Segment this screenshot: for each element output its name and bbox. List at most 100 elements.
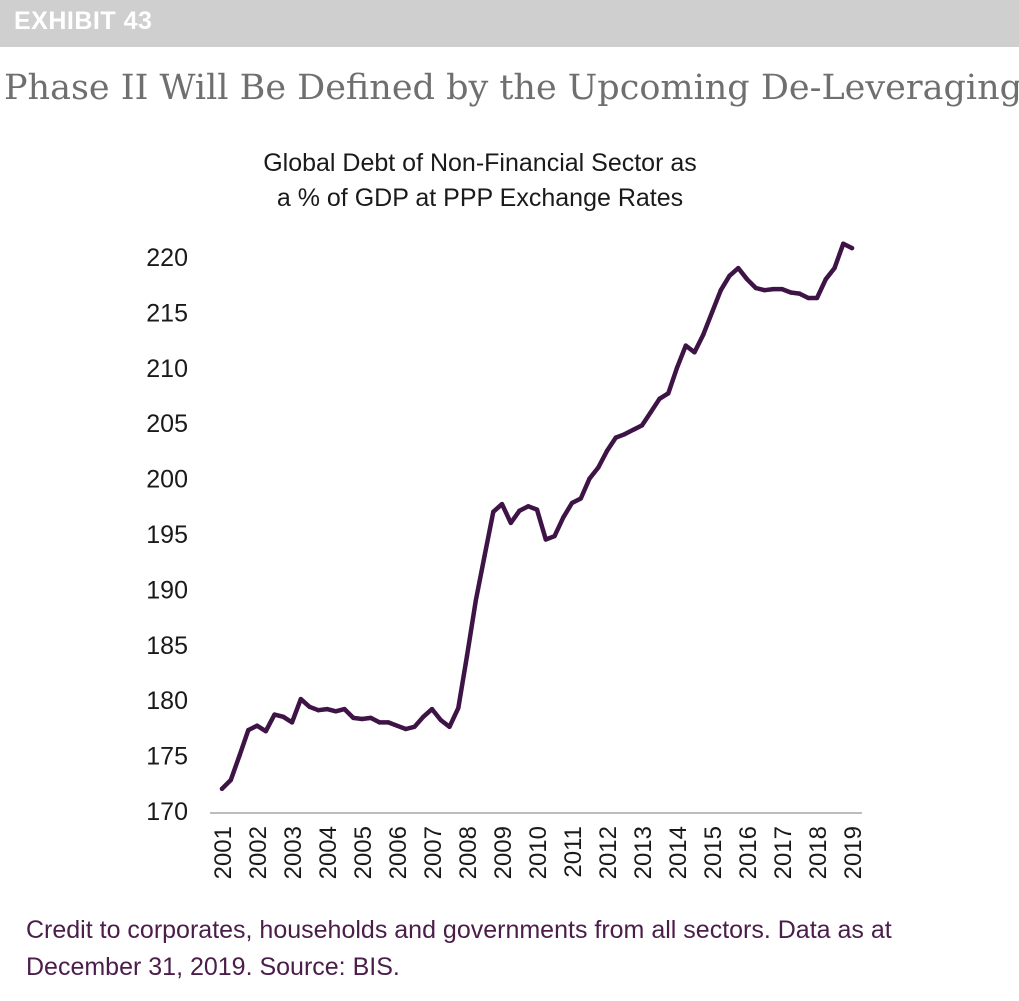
- data-point: [736, 265, 741, 271]
- data-point: [779, 286, 785, 292]
- chart-caption: Credit to corporates, households and gov…: [26, 916, 892, 981]
- data-point: [246, 727, 251, 733]
- data-point: [692, 350, 697, 355]
- data-point: [298, 696, 303, 702]
- x-tick-label: 2004: [315, 826, 342, 879]
- x-tick-label: 2013: [630, 826, 657, 879]
- data-point: [683, 343, 688, 348]
- data-point: [657, 396, 662, 401]
- data-point: [849, 245, 855, 251]
- data-point: [613, 435, 618, 440]
- x-tick-label: 2018: [805, 826, 832, 879]
- data-point: [526, 504, 531, 509]
- chart-title-line-1: Global Debt of Non-Financial Sector as: [263, 149, 697, 177]
- data-point: [841, 241, 846, 246]
- x-tick-label: 2001: [210, 826, 237, 879]
- data-point: [359, 716, 365, 722]
- chart-title-line-2: a % of GDP at PPP Exchange Rates: [276, 184, 684, 212]
- data-point: [788, 290, 793, 295]
- data-point: [499, 501, 505, 507]
- data-point: [482, 554, 487, 559]
- data-point: [219, 786, 225, 791]
- x-tick-label: 2002: [245, 826, 272, 879]
- data-point: [631, 427, 636, 432]
- x-tick-label: 2011: [560, 826, 587, 878]
- data-point: [342, 706, 347, 712]
- data-point: [727, 273, 732, 278]
- data-point: [412, 724, 417, 729]
- data-point: [508, 520, 513, 526]
- data-point: [351, 715, 356, 721]
- data-point: [254, 723, 260, 728]
- y-tick-label: 215: [146, 299, 188, 327]
- data-point: [307, 704, 312, 709]
- data-point: [543, 537, 548, 542]
- series-line: [219, 241, 855, 792]
- data-point: [377, 720, 382, 725]
- data-point: [421, 714, 426, 719]
- data-point: [718, 288, 723, 293]
- data-point: [578, 496, 583, 501]
- data-point: [473, 598, 478, 603]
- data-point: [228, 777, 233, 783]
- data-point: [753, 285, 758, 291]
- data-point: [604, 448, 610, 454]
- y-tick-label: 185: [146, 632, 188, 660]
- data-point: [552, 534, 557, 539]
- data-point: [806, 295, 811, 301]
- x-tick-label: 2012: [595, 826, 622, 879]
- y-tick-label: 205: [146, 410, 188, 438]
- x-tick-label: 2007: [420, 826, 447, 879]
- exhibit-label: EXHIBIT 43: [14, 7, 153, 35]
- y-axis: 170 175 180 185 190 195 200 205 210 215 220: [146, 244, 188, 826]
- data-point: [447, 724, 452, 729]
- data-point: [744, 277, 750, 282]
- data-point: [674, 365, 680, 370]
- data-point: [709, 310, 715, 315]
- data-point: [534, 507, 540, 512]
- data-point: [263, 729, 268, 734]
- data-point: [771, 286, 776, 292]
- data-point: [491, 509, 496, 514]
- y-tick-label: 175: [146, 743, 188, 771]
- data-point: [701, 332, 706, 337]
- data-point: [456, 705, 461, 711]
- data-point: [281, 714, 286, 719]
- data-point: [324, 706, 330, 712]
- data-point: [561, 515, 566, 520]
- y-tick-label: 210: [146, 355, 188, 383]
- x-tick-label: 2008: [455, 826, 482, 879]
- data-point: [622, 432, 627, 437]
- x-tick-label: 2016: [735, 826, 762, 879]
- data-point: [333, 709, 338, 714]
- x-tick-label: 2017: [770, 826, 797, 879]
- data-point: [814, 295, 820, 301]
- data-point: [587, 476, 592, 481]
- data-point: [569, 500, 575, 506]
- data-point: [386, 720, 391, 725]
- data-point: [394, 723, 400, 728]
- data-point: [272, 712, 277, 717]
- x-tick-label: 2009: [490, 826, 517, 879]
- y-tick-label: 190: [146, 576, 188, 604]
- data-point: [832, 265, 837, 271]
- data-point: [289, 720, 295, 725]
- data-point: [403, 726, 408, 732]
- data-point: [517, 508, 522, 513]
- page-title: Phase II Will Be Defined by the Upcoming…: [4, 68, 1019, 108]
- data-point: [666, 391, 671, 396]
- data-point: [368, 715, 373, 721]
- x-tick-label: 2005: [350, 826, 377, 879]
- x-tick-label: 2006: [385, 826, 412, 879]
- data-point: [237, 753, 242, 758]
- data-point: [639, 423, 645, 428]
- y-tick-label: 200: [146, 466, 188, 494]
- data-point: [797, 291, 802, 296]
- series-group: [219, 241, 855, 792]
- x-tick-label: 2010: [525, 826, 552, 879]
- y-tick-label: 195: [146, 521, 188, 549]
- data-point: [596, 465, 601, 470]
- x-axis: 2001 2002 2003 2004 2005 2006 2007 2008 2009 2010…: [210, 812, 867, 879]
- chart-title: Global Debt of Non-Financial Sector as a…: [180, 146, 780, 216]
